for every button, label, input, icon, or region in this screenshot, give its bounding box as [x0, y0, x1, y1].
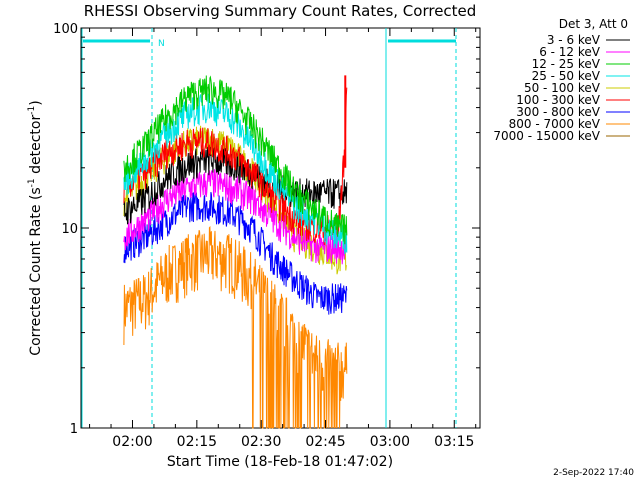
- y-axis-label: Corrected Count Rate (s-1 detector-1): [27, 100, 44, 355]
- legend-header: Det 3, Att 0: [559, 17, 628, 31]
- footer-timestamp: 2-Sep-2022 17:40: [553, 468, 634, 478]
- y-tick-label: 1: [70, 422, 78, 437]
- y-label-main: Corrected Count Rate (s: [28, 187, 44, 355]
- time-markers: N: [81, 28, 457, 428]
- legend-label: 7000 - 15000 keV: [493, 129, 600, 143]
- x-axis-label: Start Time (18-Feb-18 01:47:02): [167, 454, 393, 470]
- legend-label: 6 - 12 keV: [539, 45, 601, 59]
- y-label-sup2: -1: [27, 106, 37, 115]
- legend-label: 300 - 800 keV: [516, 105, 600, 119]
- y-label-mid: detector: [28, 115, 44, 179]
- x-tick-label: 02:00: [112, 434, 152, 450]
- x-tick-label: 03:15: [434, 434, 474, 450]
- series-line: [123, 226, 348, 429]
- x-tick-label: 02:15: [177, 434, 217, 450]
- y-label-end: ): [28, 100, 44, 105]
- y-label-sup1: -1: [27, 178, 37, 187]
- legend-label: 800 - 7000 keV: [509, 117, 601, 131]
- marker-label-n: N: [158, 39, 165, 49]
- series-line: [123, 191, 348, 315]
- x-tick-label: 02:30: [241, 434, 281, 450]
- series-line: [123, 87, 348, 246]
- y-tick-label: 100: [53, 22, 78, 37]
- legend-label: 50 - 100 keV: [524, 81, 601, 95]
- legend-label: 3 - 6 keV: [547, 33, 601, 47]
- chart-title: RHESSI Observing Summary Count Rates, Co…: [84, 2, 477, 20]
- legend-label: 100 - 300 keV: [516, 93, 600, 107]
- axes: 02:00 02:15 02:30 02:45 03:00 03:15 1 10 100: [53, 22, 480, 450]
- series-lines: [123, 75, 348, 429]
- x-tick-label: 03:00: [370, 434, 410, 450]
- series-line: [123, 75, 348, 245]
- y-tick-label: 10: [61, 222, 78, 237]
- legend-label: 12 - 25 keV: [532, 57, 601, 71]
- x-tick-label: 02:45: [305, 434, 345, 450]
- legend-label: 25 - 50 keV: [532, 69, 601, 83]
